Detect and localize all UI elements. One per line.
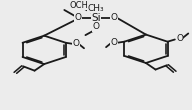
Text: O: O <box>176 34 183 43</box>
Text: CH₃: CH₃ <box>88 4 104 13</box>
Text: O: O <box>73 39 80 48</box>
Text: O: O <box>110 38 117 47</box>
Text: Si: Si <box>91 13 101 23</box>
Text: O: O <box>111 13 118 22</box>
Text: OCH₃: OCH₃ <box>70 1 92 10</box>
Text: O: O <box>93 22 99 31</box>
Text: O: O <box>74 13 81 22</box>
